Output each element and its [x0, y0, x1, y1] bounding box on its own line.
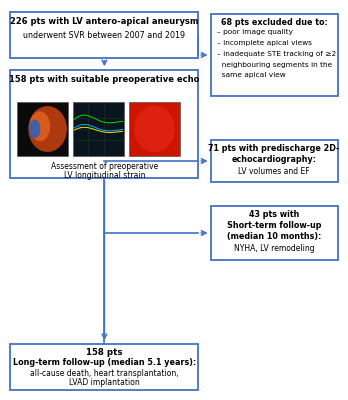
- Text: Long-term follow-up (median 5.1 years):: Long-term follow-up (median 5.1 years):: [13, 358, 196, 367]
- Circle shape: [141, 114, 168, 144]
- FancyBboxPatch shape: [211, 14, 338, 96]
- FancyBboxPatch shape: [211, 140, 338, 182]
- FancyBboxPatch shape: [10, 12, 198, 58]
- Text: – poor image quality: – poor image quality: [217, 29, 293, 35]
- FancyBboxPatch shape: [10, 344, 198, 390]
- Text: LV volumes and EF: LV volumes and EF: [238, 167, 310, 176]
- Text: same apical view: same apical view: [217, 72, 286, 78]
- Text: neighbouring segments in the: neighbouring segments in the: [217, 62, 332, 68]
- Text: 158 pts with suitable preoperative echo: 158 pts with suitable preoperative echo: [9, 75, 200, 84]
- Text: 68 pts excluded due to:: 68 pts excluded due to:: [221, 18, 327, 27]
- Circle shape: [135, 106, 174, 152]
- FancyBboxPatch shape: [10, 70, 198, 178]
- Circle shape: [150, 124, 159, 134]
- Ellipse shape: [28, 106, 67, 152]
- Text: – inadequate STE tracking of ≥2: – inadequate STE tracking of ≥2: [217, 51, 336, 57]
- Text: 158 pts: 158 pts: [86, 348, 122, 357]
- Text: Assessment of preoperative: Assessment of preoperative: [51, 162, 158, 171]
- Text: (median 10 months):: (median 10 months):: [227, 232, 321, 241]
- Text: 71 pts with predischarge 2D-: 71 pts with predischarge 2D-: [208, 144, 340, 153]
- Ellipse shape: [30, 112, 50, 141]
- Ellipse shape: [29, 120, 40, 138]
- FancyBboxPatch shape: [129, 102, 180, 156]
- Text: 43 pts with: 43 pts with: [249, 210, 299, 219]
- Text: 226 pts with LV antero-apical aneurysm: 226 pts with LV antero-apical aneurysm: [10, 17, 199, 26]
- FancyBboxPatch shape: [73, 102, 124, 156]
- Text: all-cause death, heart transplantation,: all-cause death, heart transplantation,: [30, 369, 179, 378]
- Text: NYHA, LV remodeling: NYHA, LV remodeling: [234, 244, 314, 254]
- FancyBboxPatch shape: [17, 102, 68, 156]
- Text: – incomplete apical views: – incomplete apical views: [217, 40, 312, 46]
- Text: underwent SVR between 2007 and 2019: underwent SVR between 2007 and 2019: [23, 31, 185, 40]
- FancyBboxPatch shape: [211, 206, 338, 260]
- Circle shape: [145, 119, 164, 139]
- Text: Short-term follow-up: Short-term follow-up: [227, 221, 321, 230]
- Text: echocardiography:: echocardiography:: [231, 155, 317, 164]
- Text: LVAD implantation: LVAD implantation: [69, 378, 140, 387]
- Text: LV longitudinal strain: LV longitudinal strain: [64, 171, 145, 180]
